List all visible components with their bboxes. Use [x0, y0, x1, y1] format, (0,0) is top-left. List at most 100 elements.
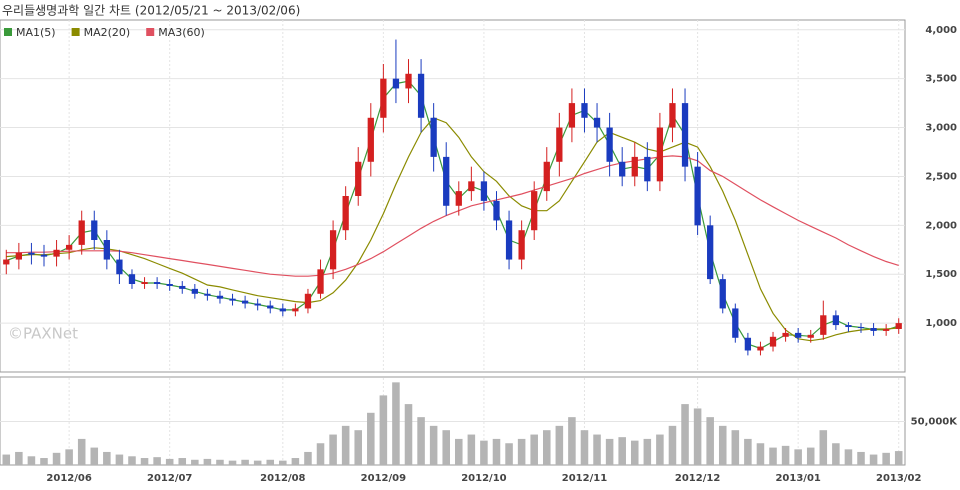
volume-bar — [128, 456, 136, 465]
volume-bar — [65, 449, 73, 465]
volume-bar — [455, 438, 463, 465]
candle-body — [317, 269, 324, 294]
volume-bar — [165, 458, 174, 465]
candle-body — [669, 103, 676, 128]
candle-body — [241, 300, 249, 304]
volume-bar — [90, 447, 99, 465]
volume-bar — [279, 460, 287, 465]
candle-body — [53, 249, 60, 257]
candle-body — [606, 127, 613, 162]
volume-bar — [505, 443, 513, 465]
candle-body — [568, 103, 576, 128]
volume-bar — [40, 458, 48, 465]
candle-body — [531, 191, 538, 231]
volume-bar — [806, 447, 815, 465]
candle-body — [468, 181, 475, 192]
y-tick-label: 3,500 — [925, 74, 957, 85]
candle-body — [367, 117, 374, 162]
legend-swatch — [71, 28, 80, 36]
legend-label: MA1(5) — [16, 26, 56, 39]
candle-body — [292, 308, 299, 312]
candle-body — [191, 288, 198, 294]
candle-body — [883, 328, 890, 331]
candle-body — [455, 191, 462, 206]
volume-bar — [241, 459, 249, 465]
candle-body — [631, 156, 638, 177]
y-tick-label: 4,000 — [925, 25, 957, 36]
y-tick-label: 2,500 — [925, 171, 957, 182]
candle-body — [430, 117, 437, 157]
x-tick-label: 2012/10 — [461, 473, 506, 484]
candle-body — [78, 220, 85, 245]
volume-bar — [756, 443, 765, 465]
x-tick-label: 2012/08 — [260, 473, 305, 484]
volume-bar — [228, 460, 237, 465]
volume-bar — [266, 459, 275, 465]
volume-bar — [492, 438, 501, 465]
candle-body — [870, 328, 877, 331]
volume-bar — [781, 445, 790, 465]
candle-body — [229, 298, 236, 301]
ma-line — [6, 80, 899, 350]
candle-body — [279, 308, 286, 312]
candle-body — [166, 284, 173, 286]
candle-body — [405, 73, 412, 89]
candle-body — [65, 244, 73, 250]
volume-bar — [693, 408, 702, 465]
volume-bar — [530, 434, 538, 465]
volume-bar — [894, 451, 903, 465]
volume-bar — [329, 434, 337, 465]
candle-body — [694, 166, 701, 226]
volume-bar — [819, 430, 828, 465]
volume-bar — [832, 443, 840, 465]
candle-body — [3, 259, 10, 265]
candle-body — [91, 220, 98, 240]
volume-bar — [103, 451, 111, 465]
volume-bar — [706, 417, 714, 465]
volume-bar — [367, 412, 375, 465]
x-tick-label: 2012/12 — [675, 473, 720, 484]
legend-swatch — [146, 28, 155, 36]
x-tick-label: 2012/07 — [147, 473, 192, 484]
volume-bar — [568, 417, 576, 465]
candle-body — [593, 117, 601, 128]
volume-bar — [203, 458, 212, 465]
candle-body — [556, 127, 563, 162]
volume-bar — [681, 404, 689, 465]
candle-body — [28, 252, 35, 255]
candle-body — [644, 156, 651, 182]
candle-body — [204, 293, 211, 296]
candle-body — [103, 240, 110, 260]
volume-bar — [442, 430, 450, 465]
candle-body — [845, 325, 852, 328]
volume-bar — [857, 451, 865, 465]
candle-body — [329, 230, 337, 270]
volume-bar — [404, 404, 413, 465]
candle-body — [807, 334, 814, 338]
volume-bar — [869, 454, 878, 465]
candle-body — [40, 254, 48, 257]
x-tick-label: 2012/11 — [562, 473, 607, 484]
candle-body — [15, 252, 22, 260]
candle-body — [267, 305, 274, 309]
ma-line — [6, 155, 899, 277]
volume-bar — [580, 430, 589, 465]
volume-bar — [15, 451, 23, 465]
volume-bar — [882, 452, 890, 465]
volume-bar — [480, 440, 488, 465]
legend-label: MA3(60) — [158, 26, 205, 39]
candle-body — [656, 127, 664, 182]
candle-body — [895, 323, 902, 329]
y-tick-label: 3,000 — [925, 123, 957, 134]
volume-bar — [668, 425, 677, 465]
volume-bar — [769, 447, 777, 465]
candle-body — [681, 103, 689, 167]
volume-bar — [517, 438, 526, 465]
candle-body — [153, 282, 161, 284]
volume-bar — [253, 460, 262, 465]
volume-bar — [417, 417, 425, 465]
candle-body — [795, 332, 802, 338]
volume-bar — [543, 430, 551, 465]
y-tick-label: 2,000 — [925, 220, 957, 231]
